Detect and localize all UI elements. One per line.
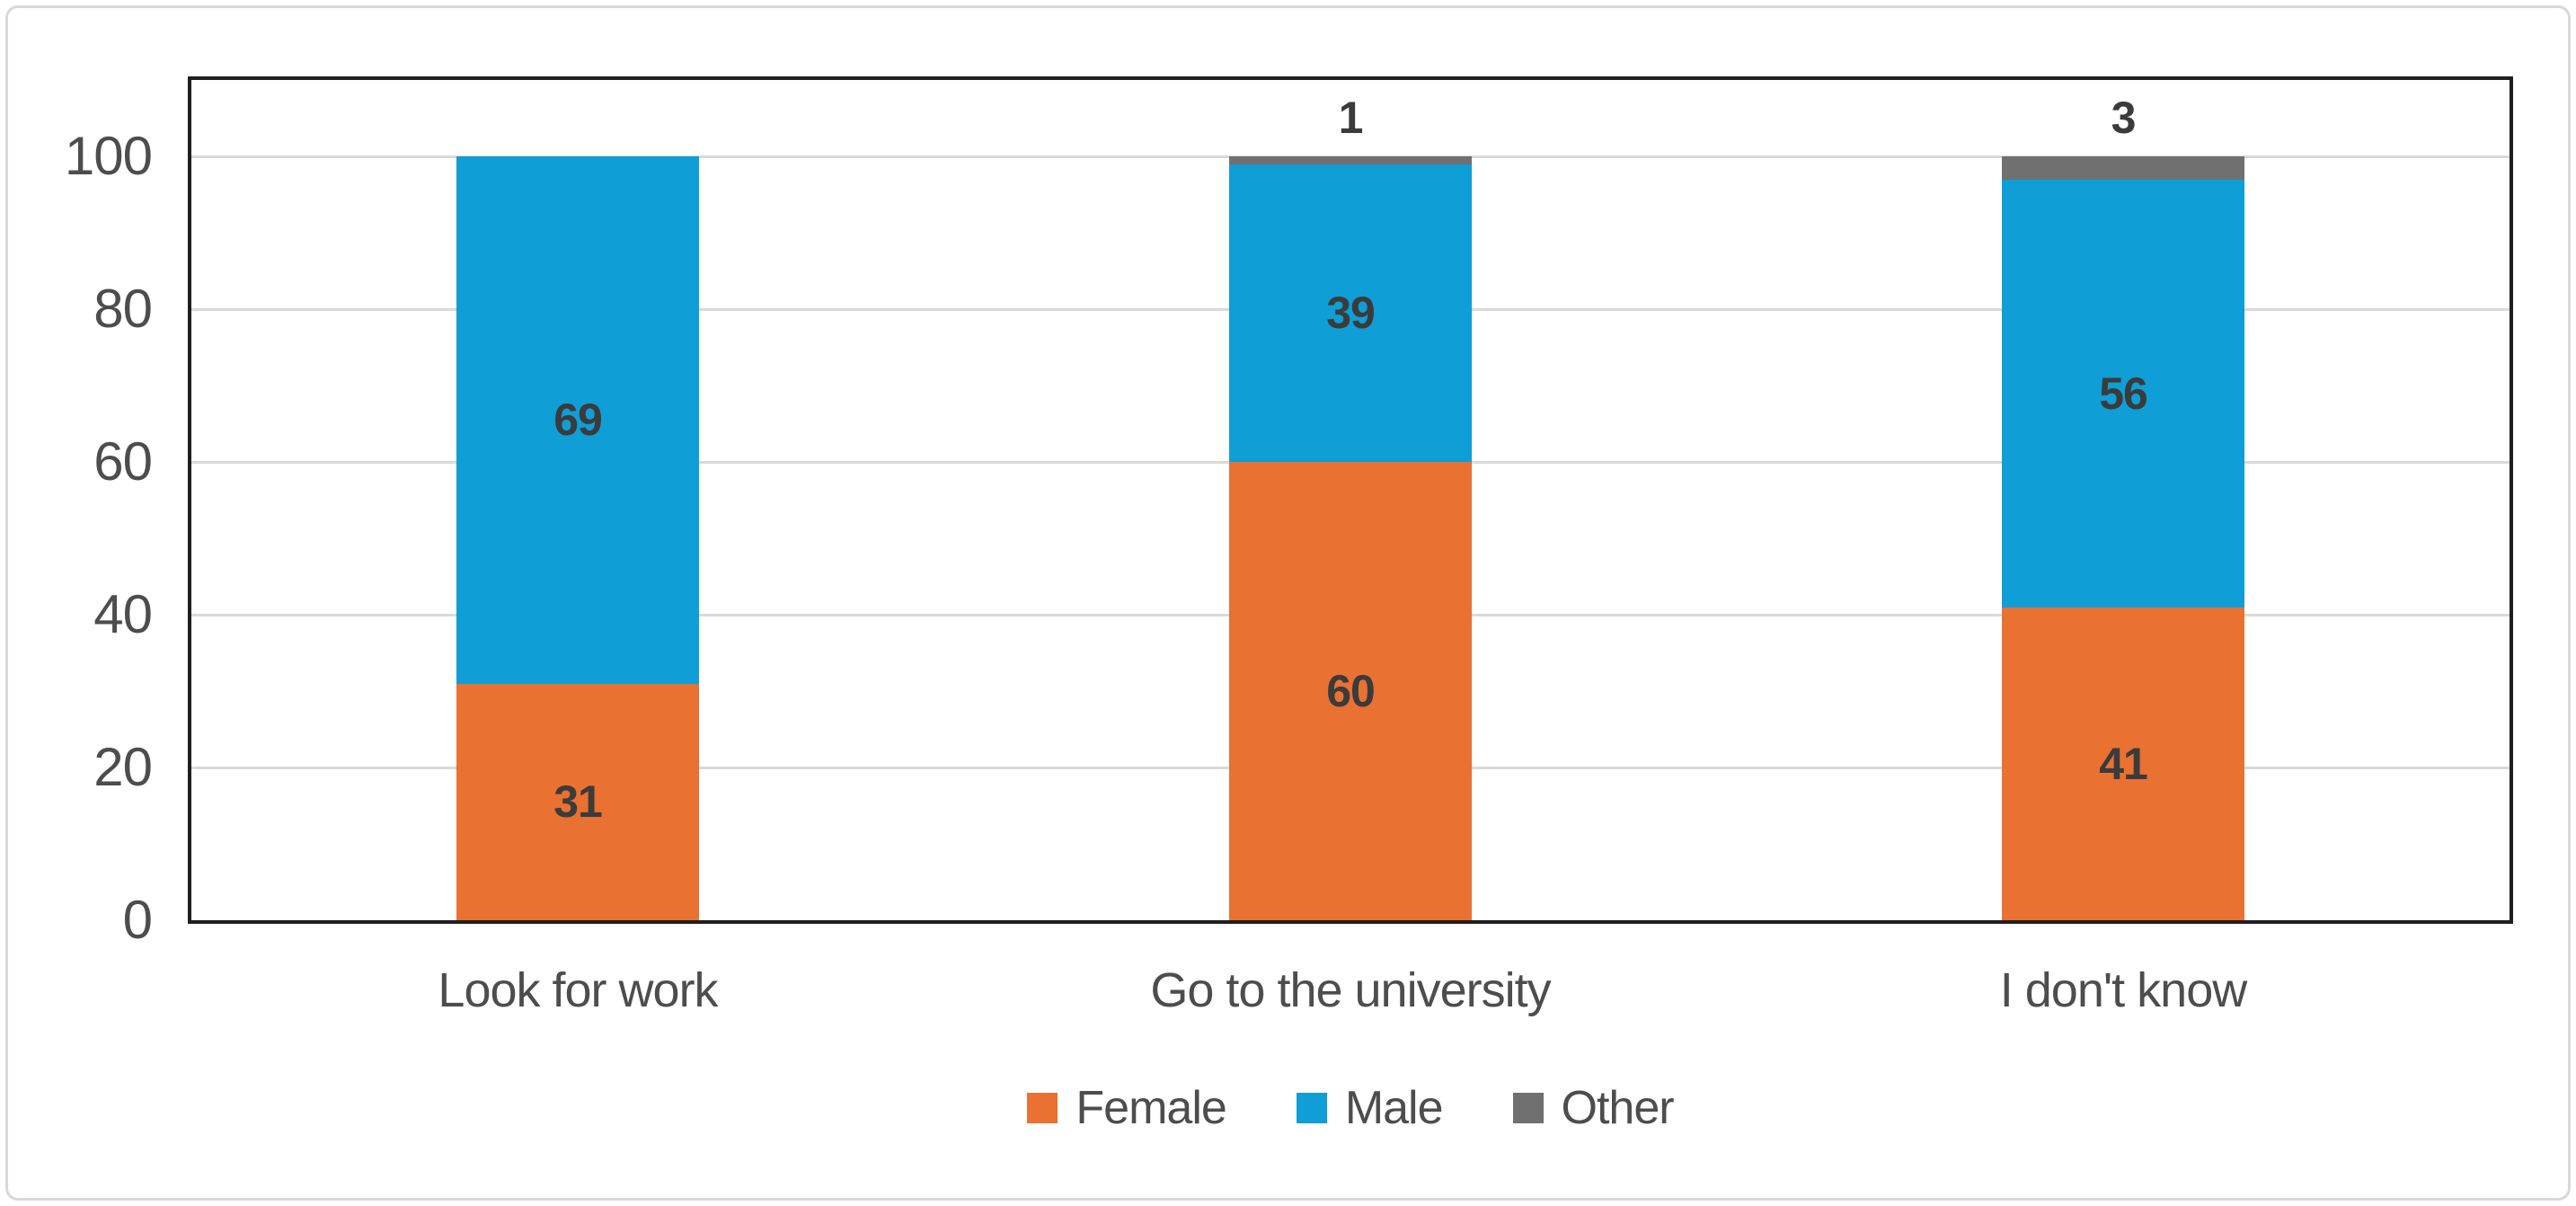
bar-segment-other[interactable] — [2002, 156, 2244, 180]
plot-area: 31 69 60 39 1 41 56 3 — [188, 76, 2513, 924]
data-label-other: 3 — [2111, 93, 2137, 143]
legend-label: Other — [1561, 1082, 1675, 1134]
y-tick-label-60: 60 — [93, 431, 153, 492]
data-label-other: 1 — [1338, 93, 1364, 143]
y-tick-label-40: 40 — [93, 584, 153, 644]
bar-2: 60 39 1 — [1229, 80, 1472, 920]
bar-segment-other[interactable] — [1229, 156, 1472, 164]
data-label-male: 39 — [1326, 288, 1376, 339]
legend-swatch-male — [1296, 1093, 1327, 1123]
y-tick-label-80: 80 — [93, 279, 153, 339]
legend: Female Male Other — [188, 1081, 2513, 1135]
bar-segment-female[interactable] — [1229, 462, 1472, 920]
chart-canvas: 31 69 60 39 1 41 56 3 0 20 40 60 80 100 Look for wor… — [5, 5, 2571, 1201]
bar-1: 31 69 — [456, 80, 699, 920]
category-label-3: I don't know — [1999, 963, 2247, 1017]
legend-label: Female — [1076, 1082, 1226, 1134]
y-tick-label-20: 20 — [93, 737, 153, 797]
y-tick-label-100: 100 — [64, 126, 153, 186]
data-label-male: 69 — [553, 395, 603, 446]
bar-segment-male[interactable] — [456, 156, 699, 684]
y-tick-label-0: 0 — [122, 890, 153, 950]
legend-label: Male — [1344, 1082, 1444, 1134]
category-label-2: Go to the university — [1150, 963, 1551, 1017]
bar-segment-male[interactable] — [1229, 164, 1472, 462]
category-label-1: Look for work — [438, 963, 718, 1017]
bar-segment-male[interactable] — [2002, 179, 2244, 607]
legend-item-female[interactable]: Female — [1027, 1081, 1227, 1135]
data-label-female: 41 — [2099, 738, 2148, 789]
data-label-female: 31 — [553, 776, 603, 828]
legend-item-male[interactable]: Male — [1296, 1081, 1444, 1135]
legend-swatch-female — [1027, 1093, 1058, 1123]
data-label-male: 56 — [2099, 368, 2148, 419]
bar-segment-female[interactable] — [456, 683, 699, 920]
legend-item-other[interactable]: Other — [1512, 1081, 1675, 1135]
legend-swatch-other — [1512, 1093, 1544, 1123]
data-label-female: 60 — [1326, 666, 1376, 716]
bar-3: 41 56 3 — [2002, 80, 2244, 920]
bar-segment-female[interactable] — [2002, 607, 2244, 920]
